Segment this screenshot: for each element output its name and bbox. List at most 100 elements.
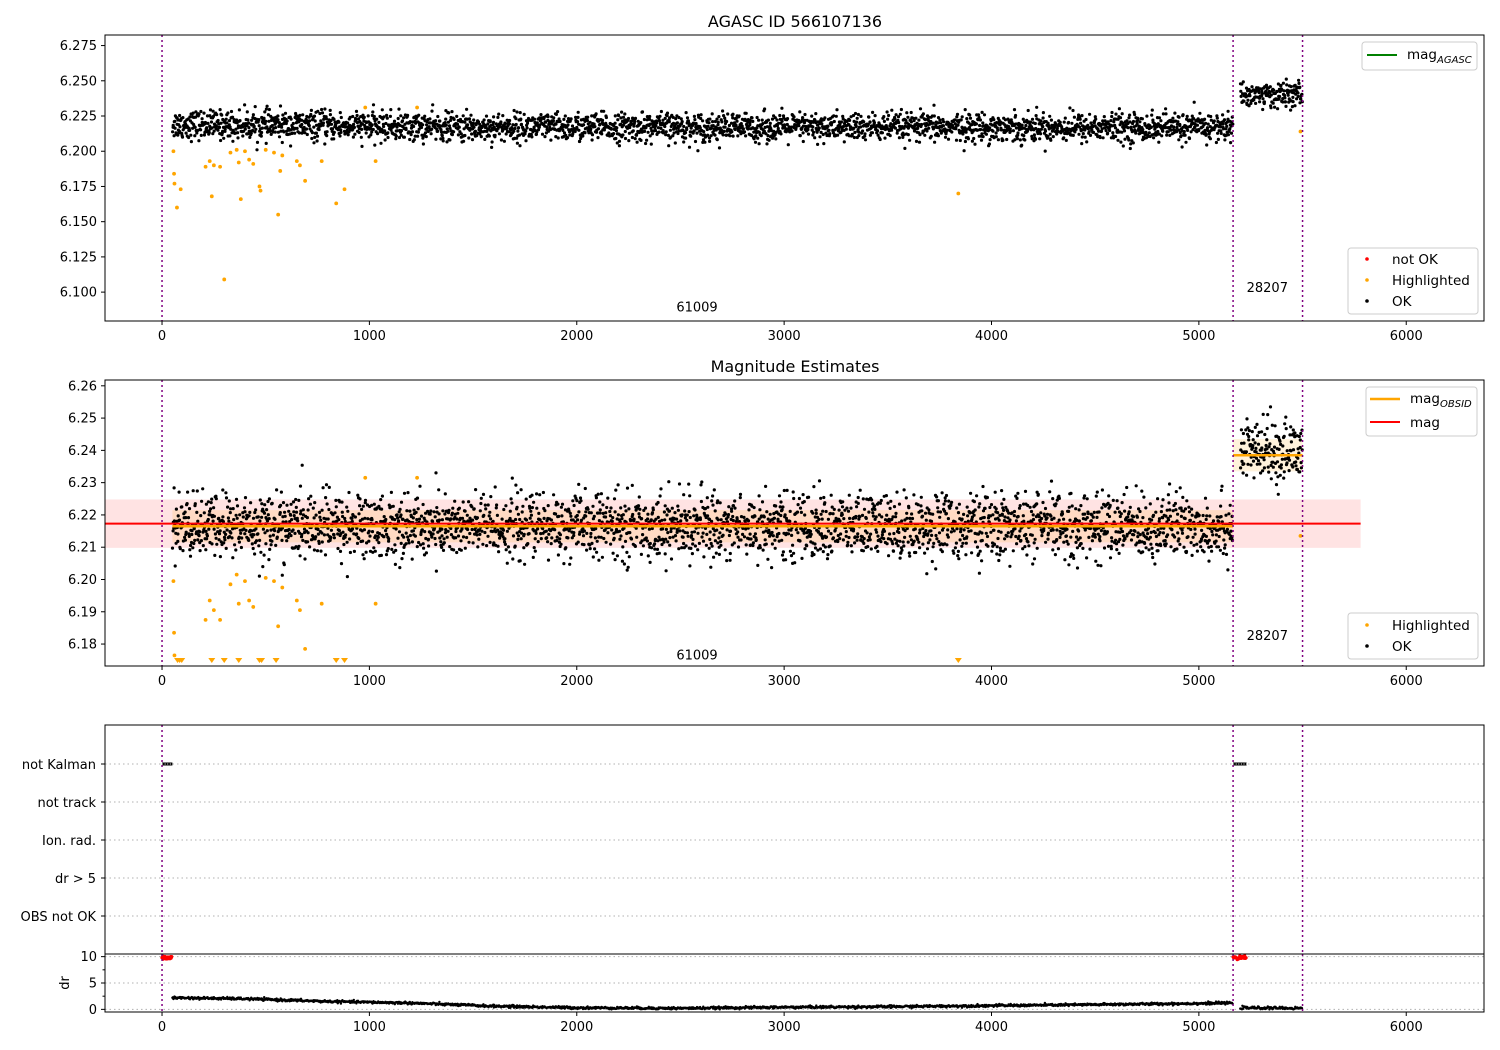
agasc-ok-point-826 [470,138,475,142]
estimates-ok-point-1012 [538,493,542,497]
agasc-ok-point-1385 [673,141,677,145]
estimates-ok-point-57 [191,489,195,493]
estimates-ok-point-1727 [797,496,802,501]
estimates-ok-point-184 [237,540,241,544]
estimates-ok-point-1808 [826,529,831,533]
estimates-ok-point-301 [280,538,284,543]
agasc-ok-point-474 [342,129,347,133]
estimates-title: Magnitude Estimates [711,357,880,376]
estimates-ok-point-47 [187,507,192,511]
agasc-ok-point-517 [358,124,362,128]
agasc-ok-point-550 [370,123,374,127]
agasc-ok-point-1320 [650,129,654,133]
agasc-ok-point-2598 [1113,126,1118,130]
agasc-xtick-label-0: 0 [158,329,166,344]
estimates-ok-point-1427 [688,515,692,520]
agasc-ok-point-601 [389,108,393,112]
agasc-ok-point-1851 [842,140,846,144]
agasc-ok-point-184 [237,108,241,112]
estimates-ok-point-1359 [664,537,668,541]
estimates-ok-point-1361 [664,527,669,532]
estimates-ok-point-951 [516,491,520,495]
agasc-ok-point-2748 [1168,133,1172,137]
estimates-ok-point-1407 [681,535,685,539]
estimates-ok-point-1138 [584,514,588,518]
estimates-ok-point-154 [226,516,230,520]
estimates-ok-point-401 [316,527,320,532]
agasc-ok-point-1970 [886,117,890,121]
estimates-ok-point-63 [193,502,197,506]
estimates-ok-point-1602 [752,506,756,510]
agasc-highlighted-point-3 [175,205,179,210]
agasc-ok-point-94 [205,126,209,130]
agasc-ok-point-2600 [1114,112,1118,116]
estimates-ok-point-1085 [564,527,569,531]
agasc-ok-point-1522 [723,125,727,129]
agasc-ok-point-2012 [901,135,905,139]
agasc-ok-point-1631 [763,107,767,111]
estimates-ok-point-144 [223,538,227,542]
estimates-ok-point-1264 [629,537,634,541]
estimates-ok-point-1168 [594,496,599,500]
agasc-ytick-label-6.100: 6.100 [60,286,97,301]
estimates-ok-point-1463 [701,539,706,543]
estimates-ok-point-83 [201,487,205,491]
estimates-ok-point-480 [345,505,349,509]
estimates-ok-point-1124 [578,496,583,500]
estimates-ok-point-122 [215,542,219,546]
agasc-ok-point-2406 [1043,129,1048,133]
agasc-ok-point-96 [205,114,210,118]
agasc-ok-point-2613 [1119,140,1123,144]
agasc-ok-point-2096 [931,121,935,125]
agasc-ok-point-2599 [1114,134,1118,139]
agasc-ok-point-2950 [1249,101,1253,105]
agasc-ok-point-218 [250,118,254,122]
estimates-ok-point-1247 [623,504,627,508]
estimates-ok-point-16 [176,514,180,518]
estimates-ok-point-1002 [534,531,538,536]
estimates-ok-point-202 [244,528,248,533]
agasc-ok-point-3002 [1267,91,1272,95]
estimates-ok-point-1379 [671,535,675,539]
agasc-ok-point-1256 [626,116,631,121]
estimates-ok-point-325 [289,513,293,517]
agasc-ok-point-1526 [724,133,728,137]
agasc-ok-point-1507 [717,146,722,150]
estimates-ok-point-1768 [812,552,816,557]
estimates-ok-point-1026 [543,509,547,513]
estimates-ok-point-1139 [584,510,588,514]
estimates-ok-point-1788 [819,532,824,536]
estimates-ok-point-35 [183,538,187,542]
agasc-ok-point-424 [324,117,328,121]
estimates-ok-point-1323 [650,511,655,515]
agasc-ok-point-2903 [1224,127,1228,131]
agasc-ok-point-1897 [859,114,863,118]
estimates-ok-point-1672 [777,539,781,543]
agasc-ok-point-1437 [692,129,696,133]
estimates-ok-point-220 [250,542,254,546]
estimates-ok-point-1152 [589,535,593,539]
estimates-ok-point-1425 [688,494,692,498]
estimates-ok-point-1708 [791,543,795,547]
agasc-ok-point-225 [252,124,256,128]
agasc-ok-point-736 [438,119,442,123]
estimates-ok-point-865 [485,544,489,548]
agasc-ok-point-2831 [1198,111,1202,115]
estimates-ok-point-959 [519,527,523,531]
estimates-ok-point-739 [439,540,443,544]
agasc-ok-point-1443 [694,121,698,126]
agasc-ok-point-1395 [677,115,681,120]
estimates-ok-point-1348 [660,518,664,522]
agasc-ok-point-2880 [1216,131,1220,135]
estimates-ok-point-913 [502,507,506,512]
estimates-ok-point-989 [529,513,534,517]
estimates-ok-point-1528 [725,528,729,532]
agasc-ok-point-1164 [593,125,597,129]
agasc-ok-point-1770 [813,136,817,140]
estimates-ok-point-468 [340,510,344,514]
agasc-ok-point-2619 [1121,121,1125,126]
estimates-ok-point-169 [232,518,236,522]
estimates-ok-point-1538 [728,529,733,533]
estimates-ok-point-436 [329,535,333,540]
estimates-ok-point-1279 [635,535,639,539]
